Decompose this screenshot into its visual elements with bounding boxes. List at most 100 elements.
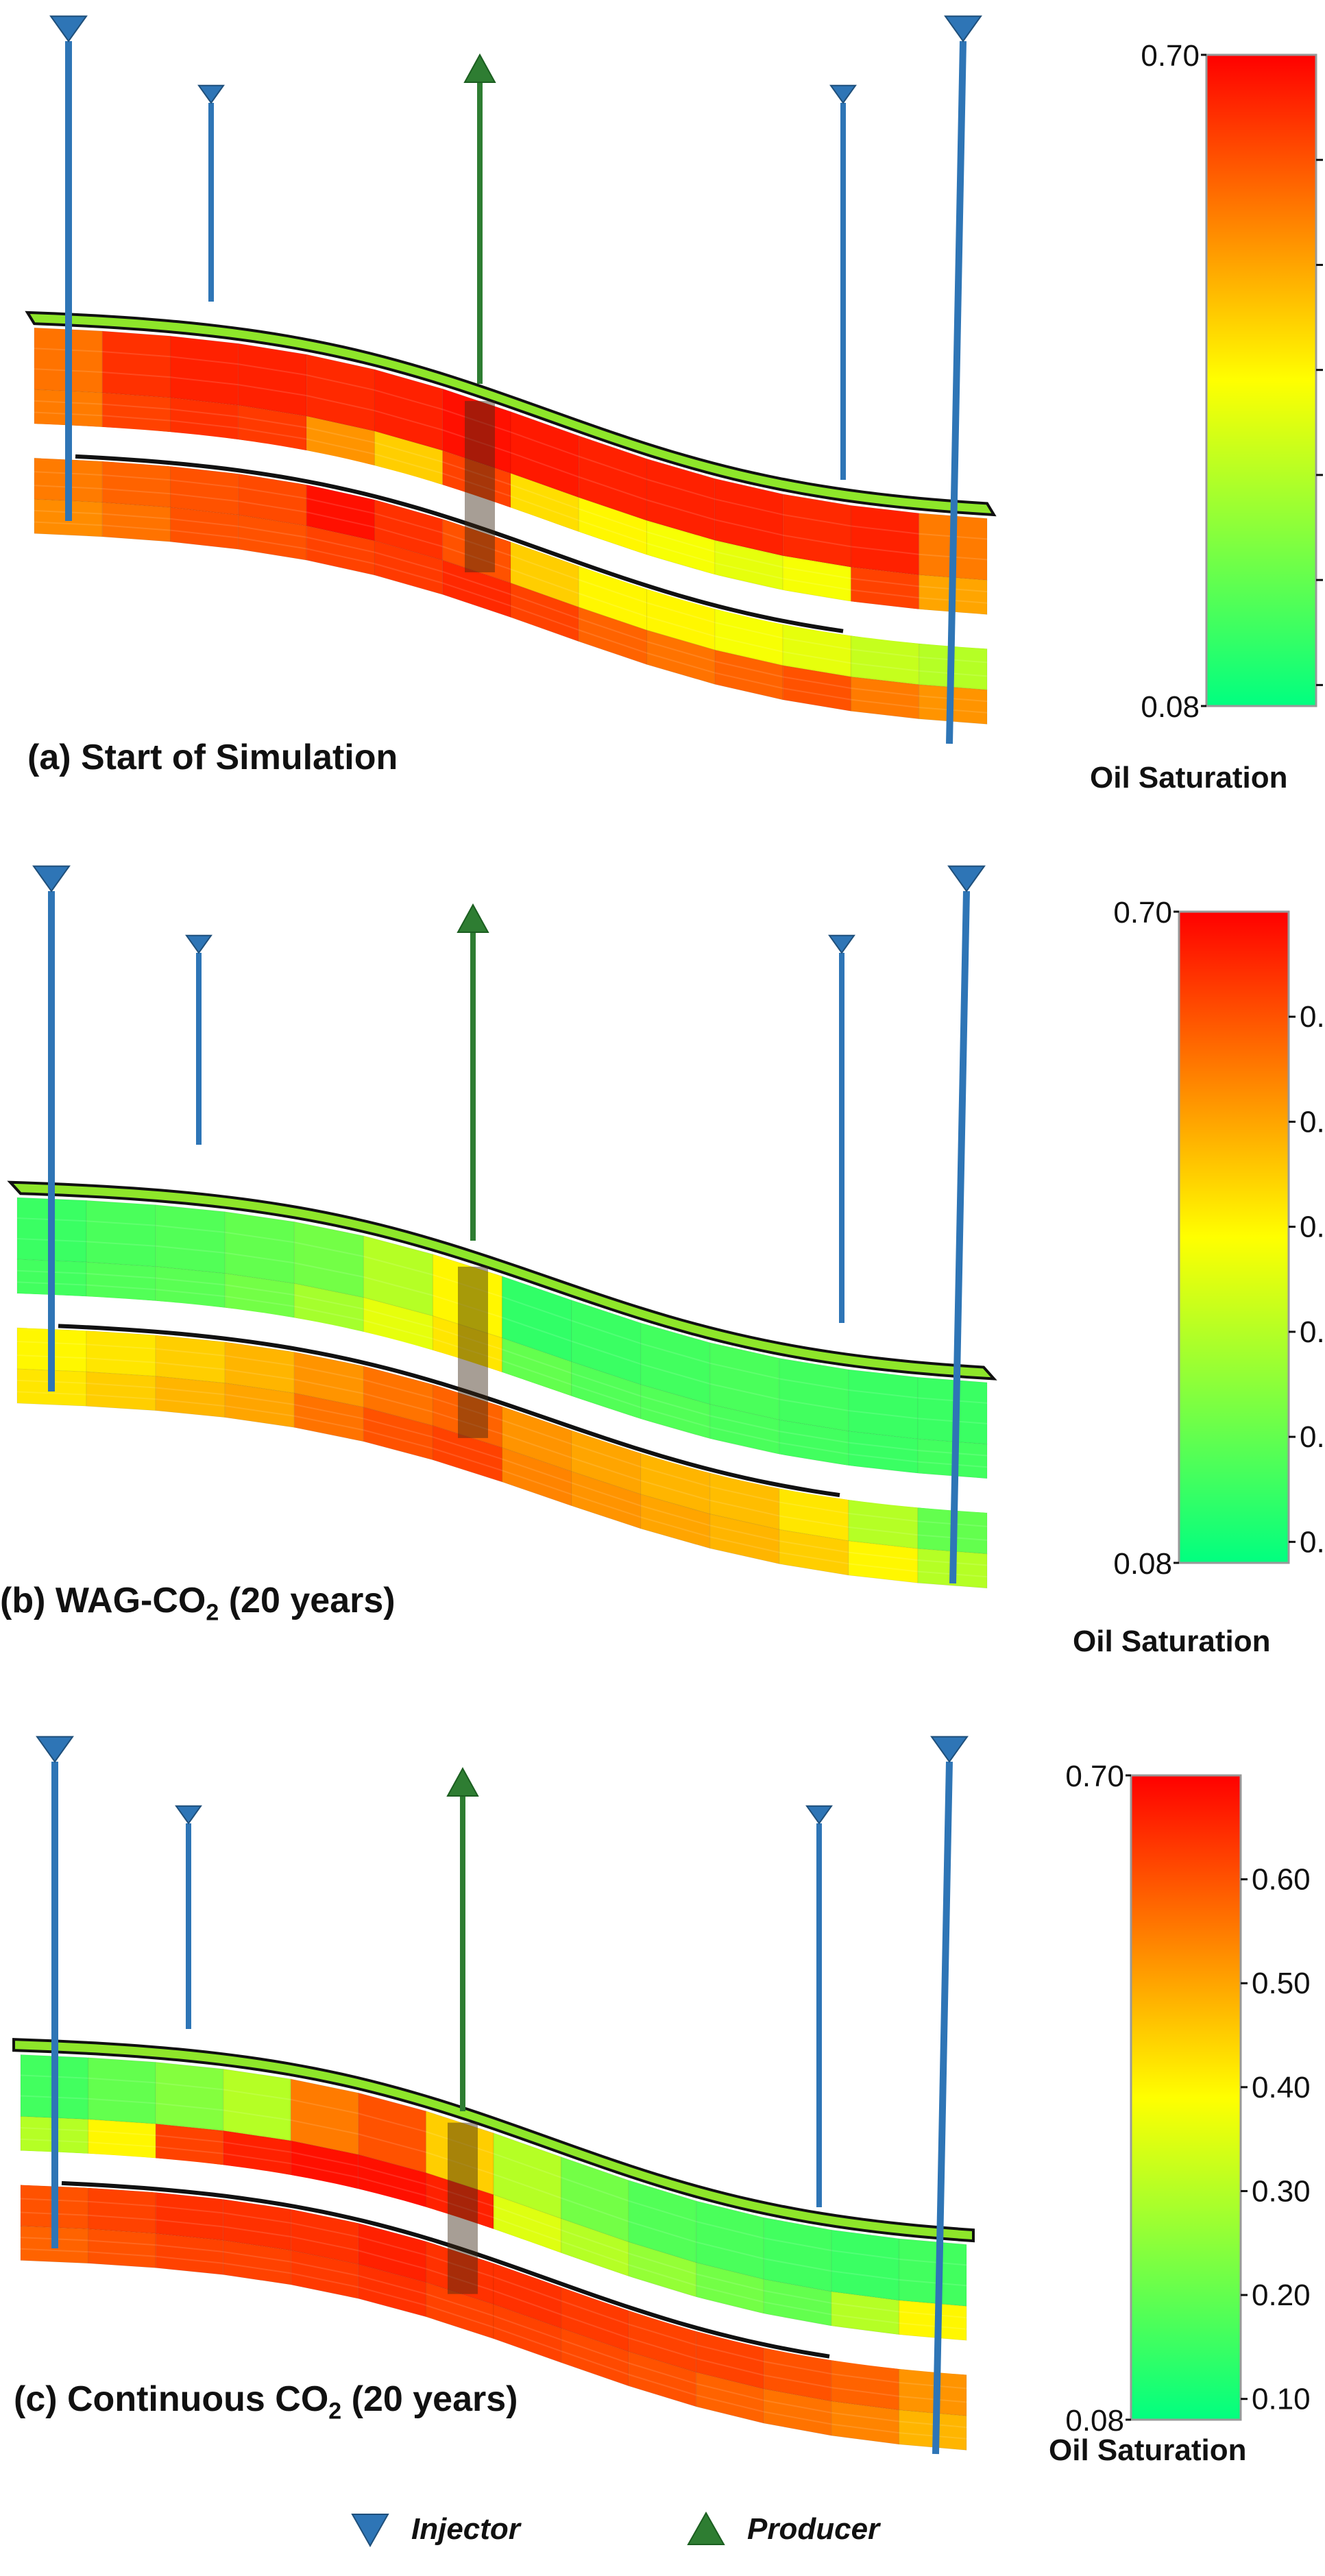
- colorbar-tick-label: 0.60: [1252, 1863, 1311, 1897]
- grid-band: [696, 2357, 764, 2377]
- top-shell: [12, 2038, 975, 2243]
- grid-band: [358, 2113, 426, 2133]
- grid-band: [646, 616, 716, 637]
- top-shell: [25, 311, 997, 517]
- grid-band: [86, 1220, 156, 1226]
- grid-band: [156, 2102, 223, 2111]
- grid-band: [779, 1398, 849, 1411]
- grid-band: [291, 2272, 359, 2288]
- grid-band: [294, 1415, 364, 1431]
- grid-band: [88, 2239, 156, 2246]
- grid-block: [88, 2187, 156, 2234]
- colorbar-tick-label: 0.10: [1252, 2383, 1311, 2416]
- grid-band: [510, 594, 579, 620]
- grid-band: [291, 2222, 359, 2238]
- grid-band: [502, 1419, 572, 1445]
- grid-band: [782, 637, 851, 651]
- grid-band: [782, 566, 851, 579]
- grid-band: [374, 526, 443, 548]
- producer-icon: [457, 903, 489, 933]
- grid-band: [358, 2286, 426, 2307]
- grid-block: [170, 335, 239, 406]
- grid-block: [101, 461, 171, 508]
- reservoir-grid: [7, 1180, 997, 1589]
- caption-a: (a) Start of Simulation: [27, 738, 398, 777]
- grid-band: [170, 479, 239, 489]
- grid-band: [442, 532, 511, 557]
- perforation-zone: [465, 400, 495, 572]
- grid-band: [156, 2205, 223, 2214]
- grid-band: [88, 2130, 156, 2137]
- grid-block: [850, 505, 920, 576]
- gap-shale: [75, 454, 844, 633]
- grid-band: [502, 1458, 572, 1484]
- producer-well: [463, 53, 496, 572]
- grid-block: [101, 502, 171, 542]
- grid-band: [696, 2344, 764, 2363]
- grid-band: [442, 409, 511, 433]
- grid-band: [493, 2276, 561, 2302]
- grid-band: [831, 2313, 899, 2324]
- grid-block: [170, 507, 239, 550]
- grid-band: [502, 1433, 572, 1459]
- grid-band: [779, 1551, 849, 1565]
- grid-block: [155, 1335, 226, 1384]
- grid-band: [170, 493, 239, 502]
- grid-block: [223, 2068, 291, 2141]
- grid-band: [102, 371, 171, 378]
- grid-band: [493, 2205, 561, 2231]
- caption-c: (c) Continuous CO2 (20 years): [14, 2379, 518, 2425]
- grid-block: [155, 1266, 226, 1309]
- grid-band: [851, 525, 919, 535]
- grid-band: [363, 1378, 433, 1399]
- grid-band: [851, 698, 919, 709]
- grid-band: [640, 1466, 710, 1487]
- grid-band: [571, 1340, 641, 1365]
- grid-band: [170, 529, 239, 539]
- grid-band: [238, 500, 307, 513]
- grid-band: [34, 521, 103, 526]
- grid-block: [170, 465, 239, 515]
- grid-band: [831, 2411, 899, 2422]
- perforation-zone: [448, 2122, 478, 2294]
- reservoir-section-b: 0.70 0.08 0.60 0.50 0.40 0.30 0.20 0.10: [7, 865, 1325, 1589]
- grid-band: [294, 1294, 364, 1310]
- grid-band: [831, 2250, 899, 2260]
- grid-band: [374, 551, 443, 572]
- grid-band: [502, 1296, 572, 1322]
- grid-band: [502, 1348, 572, 1374]
- grid-block: [782, 494, 851, 568]
- grid-band: [510, 568, 579, 594]
- grid-band: [306, 438, 375, 455]
- grid-band: [433, 1448, 502, 1472]
- grid-band: [426, 2293, 494, 2317]
- colorbar-title-b: Oil Saturation: [1073, 1625, 1271, 1658]
- grid-block: [779, 1357, 849, 1432]
- grid-block: [86, 1261, 156, 1302]
- grid-block: [101, 392, 171, 433]
- grid-band: [88, 2077, 156, 2084]
- grid-band: [426, 2183, 494, 2207]
- injector-icon: [947, 865, 986, 892]
- grid-band: [561, 2176, 629, 2202]
- caption-b: (b) WAG-CO2 (20 years): [0, 1581, 396, 1626]
- grid-band: [646, 499, 716, 521]
- grid-band: [238, 427, 307, 440]
- grid-band: [628, 2362, 697, 2385]
- grid-band: [156, 1224, 226, 1233]
- grid-band: [764, 2374, 832, 2389]
- grid-band: [782, 688, 851, 701]
- grid-band: [306, 426, 375, 443]
- grid-band: [102, 403, 171, 410]
- grid-band: [306, 548, 375, 565]
- grid-band: [306, 498, 375, 515]
- grid-band: [578, 455, 647, 481]
- grid-band: [442, 461, 511, 486]
- grid-band: [294, 1262, 364, 1278]
- colorbar-tick-label: 0.30: [1252, 2174, 1311, 2208]
- grid-band: [294, 1378, 364, 1394]
- grid-band: [433, 1436, 502, 1460]
- grid-band: [363, 1392, 433, 1413]
- colorbar-tick-label: 0.40: [1300, 1211, 1325, 1244]
- grid-block: [155, 2233, 224, 2275]
